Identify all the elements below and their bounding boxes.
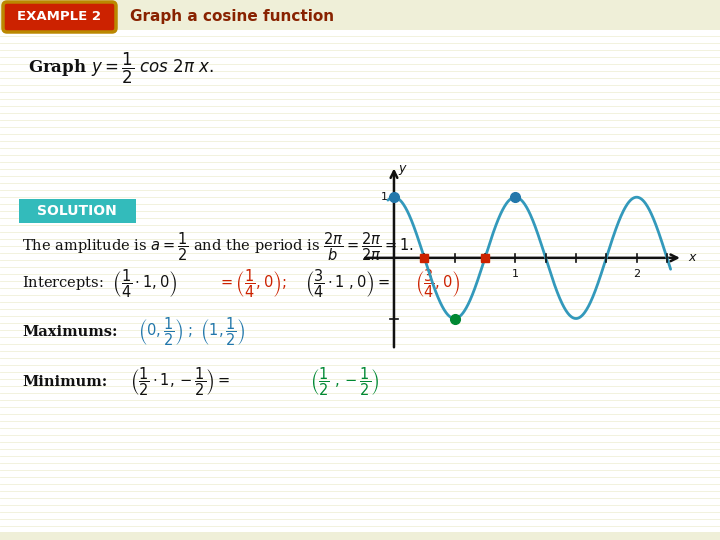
Text: $x$: $x$ xyxy=(688,251,698,265)
Text: The amplitude is $a = \dfrac{1}{2}$ and the period is $\dfrac{2\pi}{b} = \dfrac{: The amplitude is $a = \dfrac{1}{2}$ and … xyxy=(22,231,413,264)
Text: $\left(0, \dfrac{1}{2}\right)\ ;\ \left(1, \dfrac{1}{2}\right)$: $\left(0, \dfrac{1}{2}\right)\ ;\ \left(… xyxy=(138,316,246,348)
Text: Minimum:: Minimum: xyxy=(22,375,107,389)
Text: Graph $y = \dfrac{1}{2}\ cos\ 2\pi\ x.$: Graph $y = \dfrac{1}{2}\ cos\ 2\pi\ x.$ xyxy=(28,50,215,86)
Text: $= \left(\dfrac{1}{4}, 0\right);$: $= \left(\dfrac{1}{4}, 0\right);$ xyxy=(218,268,287,300)
Text: Graph a cosine function: Graph a cosine function xyxy=(130,10,334,24)
Text: $y$: $y$ xyxy=(397,163,408,177)
Bar xyxy=(0,532,720,540)
Text: $\left(\dfrac{1}{2} \cdot 1, -\dfrac{1}{2}\right) =$: $\left(\dfrac{1}{2} \cdot 1, -\dfrac{1}{… xyxy=(130,366,230,399)
Bar xyxy=(0,0,720,30)
Text: $\left(\dfrac{1}{2}\ , -\dfrac{1}{2}\right)$: $\left(\dfrac{1}{2}\ , -\dfrac{1}{2}\rig… xyxy=(310,366,379,399)
Text: 2: 2 xyxy=(633,269,640,279)
FancyBboxPatch shape xyxy=(3,2,116,32)
FancyBboxPatch shape xyxy=(19,199,136,223)
Text: EXAMPLE 2: EXAMPLE 2 xyxy=(17,10,101,24)
Text: Intercepts:  $\left(\dfrac{1}{4} \cdot 1, 0\right)$: Intercepts: $\left(\dfrac{1}{4} \cdot 1,… xyxy=(22,268,177,300)
Text: $\left(\dfrac{3}{4}, 0\right)$: $\left(\dfrac{3}{4}, 0\right)$ xyxy=(415,268,460,300)
Text: SOLUTION: SOLUTION xyxy=(37,204,117,218)
Text: 1: 1 xyxy=(512,269,519,279)
Text: 1: 1 xyxy=(381,192,388,202)
Text: Maximums:: Maximums: xyxy=(22,325,117,339)
Text: $\left(\dfrac{3}{4} \cdot 1\ , 0\right) =$: $\left(\dfrac{3}{4} \cdot 1\ , 0\right) … xyxy=(305,268,390,300)
